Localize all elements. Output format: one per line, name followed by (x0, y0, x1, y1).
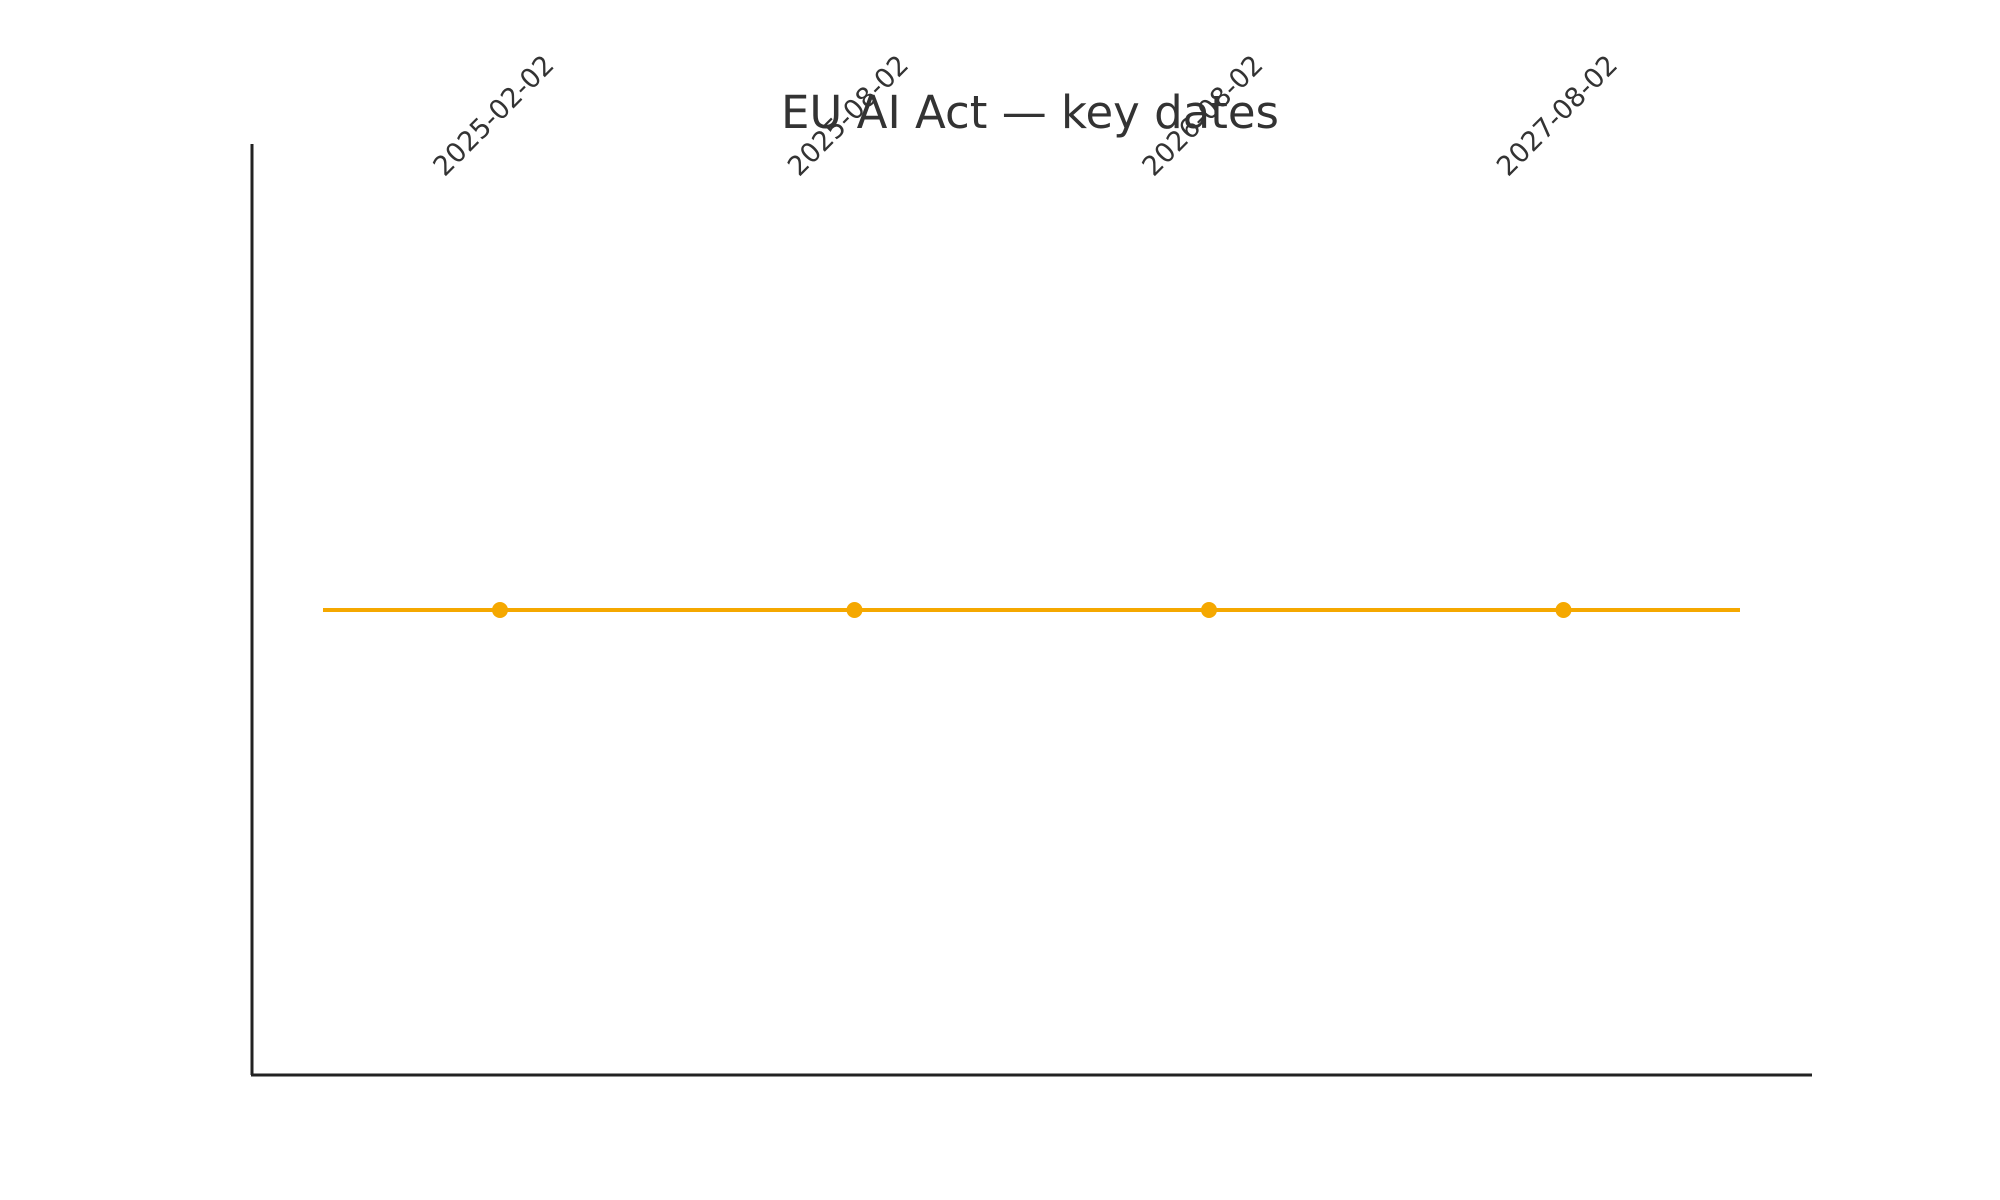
chart-marks (323, 602, 1740, 618)
date-label: 2027-08-02 (1491, 50, 1624, 183)
data-point (846, 602, 863, 618)
chart-title: EU AI Act — key dates (781, 86, 1279, 139)
date-label: 2025-02-02 (428, 50, 561, 183)
data-point (1555, 602, 1572, 618)
data-point (1201, 602, 1217, 618)
data-point (492, 602, 508, 618)
